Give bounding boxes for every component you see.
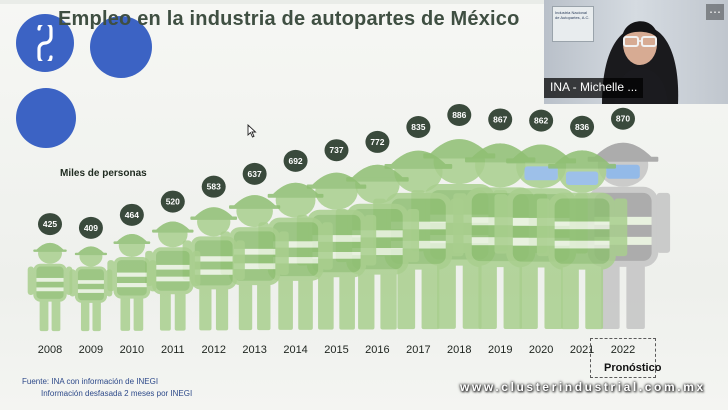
year-label-2022: 2022	[611, 344, 635, 356]
forecast-box	[590, 338, 656, 378]
value-bubble-shape	[242, 162, 267, 185]
value-bubble-shape	[365, 130, 390, 153]
value-label-2008: 425	[43, 219, 57, 229]
value-bubble-2011: 520	[160, 190, 185, 213]
source-note-delay: Información desfasada 2 meses por INEGI	[41, 389, 193, 398]
value-bubble-2017: 835	[406, 116, 431, 139]
year-label-2011: 2011	[161, 344, 185, 356]
website-watermark: www.clusterindustrial.com.mx	[460, 380, 706, 394]
value-label-2012: 583	[207, 182, 221, 192]
worker-figure-2010	[107, 234, 157, 331]
year-label-2012: 2012	[201, 344, 225, 356]
value-bubble-2020: 862	[529, 109, 554, 132]
year-label-2019: 2019	[488, 344, 512, 356]
value-label-2017: 835	[411, 122, 425, 132]
value-bubble-2008: 425	[38, 213, 62, 236]
link-logo-icon	[37, 25, 53, 61]
slide-title: Empleo en la industria de autopartes de …	[58, 8, 520, 30]
wall-poster: Industria Nacional de Autopartes, A.C.	[552, 6, 594, 42]
value-label-2020: 862	[534, 116, 548, 126]
value-bubble-shape	[324, 139, 349, 162]
value-label-2015: 737	[329, 145, 343, 155]
value-bubble-shape	[78, 216, 103, 239]
year-label-2013: 2013	[242, 344, 266, 356]
value-bubble-shape	[447, 103, 472, 126]
year-label-2015: 2015	[324, 344, 348, 356]
value-label-2010: 464	[125, 210, 139, 220]
forecast-label: Pronóstico	[604, 362, 662, 374]
worker-figure-2009	[69, 246, 113, 332]
decorative-circle	[16, 88, 76, 148]
value-label-2011: 520	[166, 197, 180, 207]
year-label-2017: 2017	[406, 344, 430, 356]
value-label-2009: 409	[84, 223, 98, 233]
value-bubble-shape	[201, 175, 226, 198]
value-label-2014: 692	[288, 156, 302, 166]
value-bubble-shape	[406, 116, 431, 139]
decorative-circle	[90, 16, 152, 78]
y-axis-label: Miles de personas	[60, 168, 147, 179]
value-bubble-2012: 583	[201, 175, 226, 198]
value-bubble-2014: 692	[283, 149, 308, 172]
year-label-2008: 2008	[38, 344, 62, 356]
face-mask-icon	[565, 171, 599, 185]
value-bubble-shape	[529, 109, 554, 132]
value-bubble-2019: 867	[488, 108, 513, 131]
year-label-2014: 2014	[283, 344, 307, 356]
value-label-2021: 836	[575, 122, 589, 132]
mouse-cursor-icon	[247, 123, 257, 143]
source-note: Fuente: INA con información de INEGI	[22, 377, 159, 386]
value-bubble-shape	[160, 190, 185, 213]
top-band	[0, 0, 728, 4]
value-label-2019: 867	[493, 114, 507, 124]
value-bubble-2013: 637	[242, 162, 267, 185]
worker-figure-2011	[145, 221, 201, 331]
value-bubble-2018: 886	[447, 103, 472, 126]
value-bubble-shape	[611, 107, 635, 130]
face-mask-icon	[524, 166, 558, 181]
year-label-2018: 2018	[447, 344, 471, 356]
value-bubble-2009: 409	[78, 216, 103, 239]
participant-name: INA - Michelle ...	[544, 78, 644, 98]
value-label-2013: 637	[248, 169, 262, 179]
value-bubble-shape	[38, 213, 62, 236]
year-label-2020: 2020	[529, 344, 553, 356]
value-bubble-shape	[119, 203, 144, 226]
value-label-2016: 772	[370, 137, 384, 147]
year-label-2021: 2021	[570, 344, 594, 356]
year-label-2009: 2009	[79, 344, 103, 356]
value-bubble-2015: 737	[324, 139, 349, 162]
value-bubble-2021: 836	[570, 115, 595, 138]
video-call-tile[interactable]: Industria Nacional de Autopartes, A.C. ⋯…	[544, 0, 728, 104]
value-label-2022: 870	[616, 114, 630, 124]
more-options-icon[interactable]: ⋯	[706, 4, 724, 20]
value-bubble-shape	[488, 108, 513, 131]
value-bubble-2016: 772	[365, 130, 390, 153]
worker-figure-2021	[536, 150, 628, 330]
value-bubble-2022: 870	[611, 107, 635, 130]
value-bubble-2010: 464	[119, 203, 144, 226]
year-label-2016: 2016	[365, 344, 389, 356]
app-logo	[16, 14, 74, 72]
value-label-2018: 886	[452, 110, 466, 120]
worker-figure-2008	[27, 242, 73, 332]
year-label-2010: 2010	[120, 344, 144, 356]
value-bubble-shape	[570, 115, 595, 138]
value-bubble-shape	[283, 149, 308, 172]
